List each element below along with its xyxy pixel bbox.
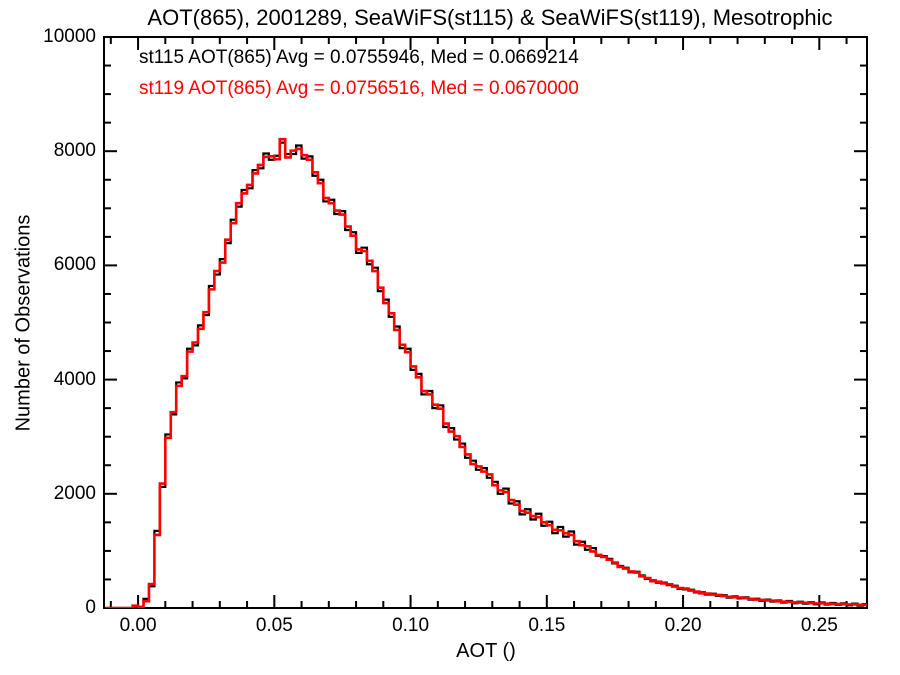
x-tick-label: 0.20 [664,615,702,636]
chart-title: AOT(865), 2001289, SeaWiFS(st115) & SeaW… [147,5,833,30]
y-tick-label: 4000 [53,368,96,390]
series-st119-line [105,137,867,608]
y-tick-label: 2000 [53,482,96,504]
x-axis-title: AOT () [456,640,516,662]
y-tick-label: 6000 [53,254,96,276]
x-tick-label: 0.25 [800,615,838,636]
x-tick-label: 0.05 [255,615,293,636]
legend-entry-st119: st119 AOT(865) Avg = 0.0756516, Med = 0.… [139,78,579,99]
x-tick-label: 0.10 [392,615,430,636]
x-tick-label: 0.00 [119,615,157,636]
y-tick-label: 10000 [43,26,96,47]
y-tick-label: 0 [85,597,96,618]
y-tick-label: 8000 [53,140,96,162]
x-tick-label: 0.15 [528,615,566,636]
y-axis-title: Number of Observations [12,214,35,432]
axes [103,36,868,609]
legend-entry-st115: st115 AOT(865) Avg = 0.0755946, Med = 0.… [139,47,579,68]
series-st115-line [105,141,867,608]
